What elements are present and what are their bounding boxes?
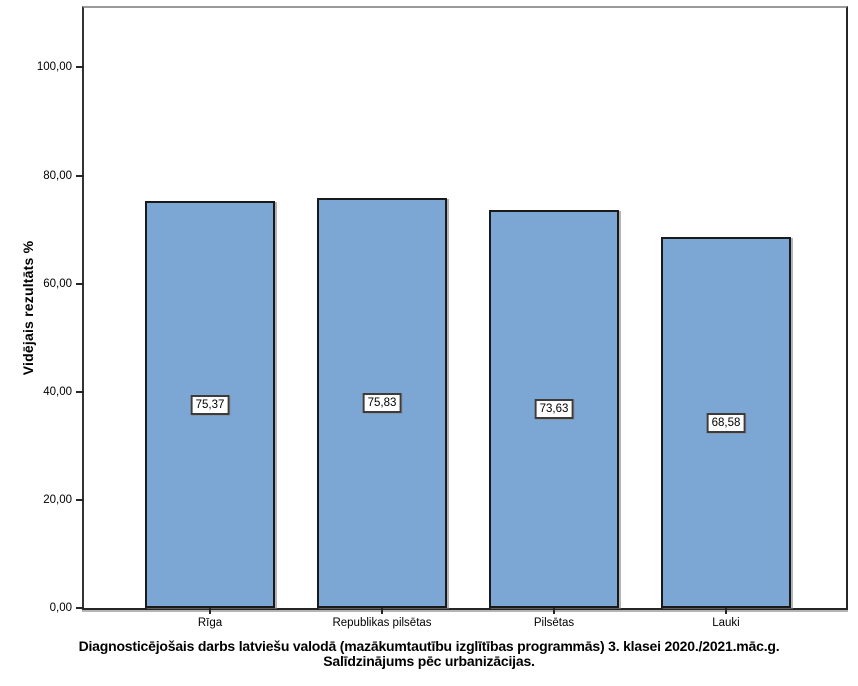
bar-value-label: 75,83 — [362, 393, 402, 413]
y-axis-title: Vidējais rezultāts % — [20, 240, 36, 376]
bar-3: 73,63 — [489, 210, 619, 608]
x-tick-mark — [725, 608, 727, 614]
y-tick-label: 100,00 — [36, 61, 72, 74]
bar-1: 75,37 — [145, 201, 275, 608]
bar-4: 68,58 — [661, 237, 791, 608]
x-category-label: Lauki — [712, 617, 740, 629]
y-tick-label: 0,00 — [49, 602, 72, 614]
y-tick-mark — [76, 390, 84, 393]
y-tick-mark — [76, 607, 84, 609]
x-tick-mark — [381, 608, 383, 614]
bar-value-label: 75,37 — [190, 394, 230, 415]
y-tick-mark — [76, 174, 84, 177]
y-tick-label: 20,00 — [43, 493, 72, 506]
chart-title-line-2: Salīdzinājums pēc urbanizācijas. — [323, 653, 535, 669]
plot-area: 0,00 20,00 40,00 60,00 80,00 100,00 75,37 Rīga 7… — [37, 6, 848, 629]
y-tick-label: 80,00 — [43, 169, 72, 182]
x-category-label: Republikas pilsētas — [332, 617, 432, 629]
chart-title: Diagnosticējošais darbs latviešu valodā … — [0, 639, 858, 669]
bar-2: 75,83 — [317, 198, 447, 608]
y-tick-mark — [76, 498, 84, 501]
bar-value-label: 68,58 — [706, 412, 746, 433]
y-tick-mark — [76, 66, 84, 69]
x-category-label: Pilsētas — [533, 617, 575, 629]
y-tick-label: 60,00 — [43, 277, 72, 290]
y-tick-mark — [76, 282, 84, 285]
bar-value-label: 73,63 — [534, 399, 574, 419]
y-tick-label: 40,00 — [43, 385, 72, 398]
x-tick-mark — [553, 608, 555, 614]
x-category-label: Rīga — [197, 617, 223, 629]
x-tick-mark — [209, 608, 211, 614]
chart-title-line-1: Diagnosticējošais darbs latviešu valodā … — [78, 638, 780, 654]
